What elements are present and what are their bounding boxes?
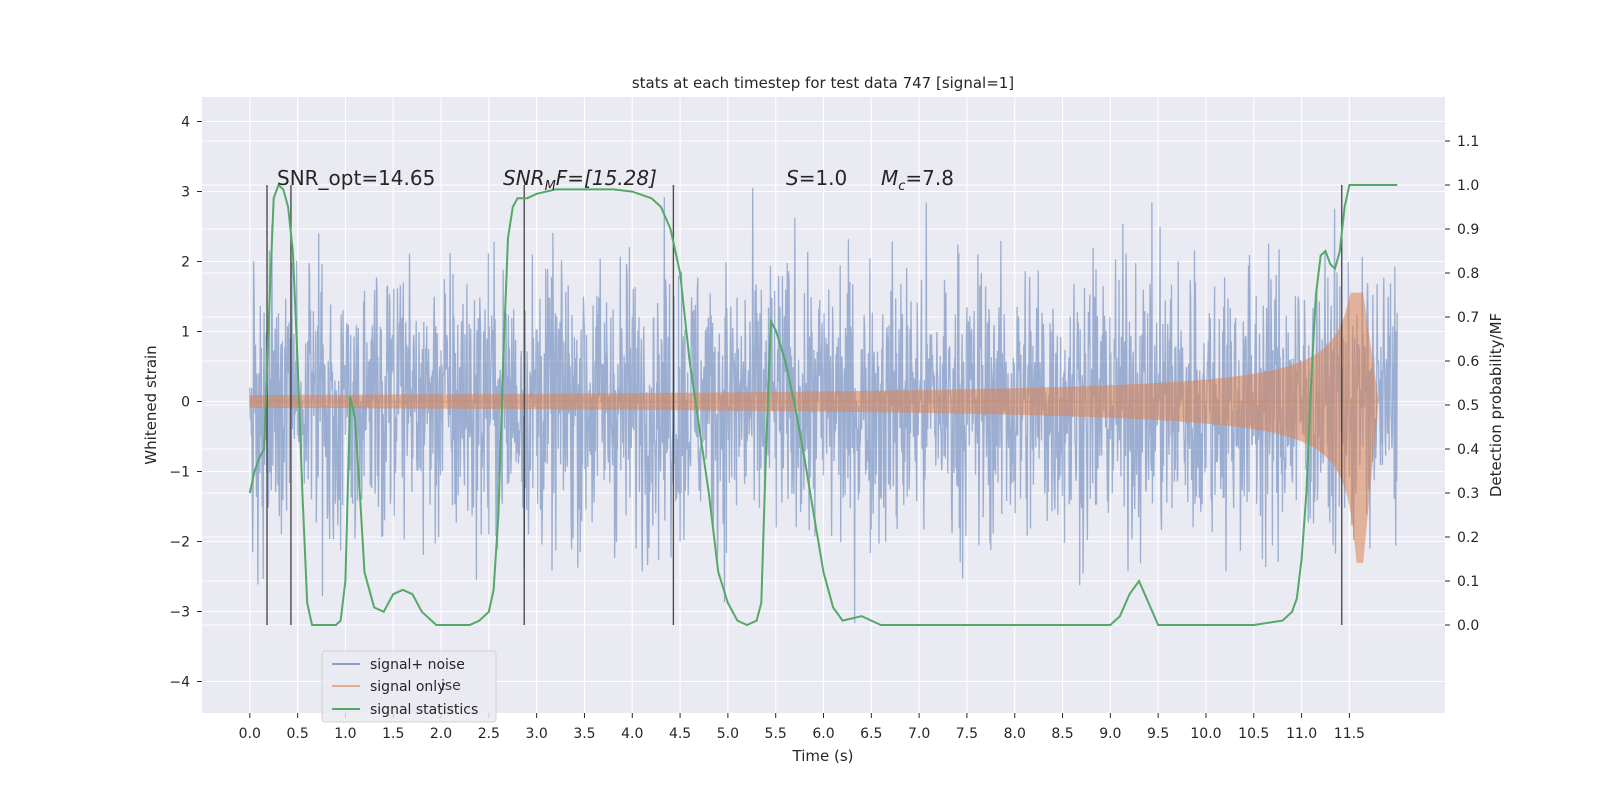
annotation-mc: Mc=7.8 bbox=[881, 166, 954, 194]
x-tick-label: 9.0 bbox=[1099, 726, 1121, 742]
legend-label-signal-only: signal only bbox=[370, 679, 445, 695]
x-tick-label: 10.0 bbox=[1190, 726, 1221, 742]
y2-tick-label: 0.0 bbox=[1457, 618, 1479, 634]
x-tick-label: 8.5 bbox=[1051, 726, 1073, 742]
legend-ghost-text: ise bbox=[441, 678, 461, 694]
annotation-mc-symbol: M bbox=[881, 166, 898, 190]
x-tick-label: 11.0 bbox=[1286, 726, 1317, 742]
y-tick-label: 1 bbox=[181, 325, 190, 341]
y2-tick-label: 1.0 bbox=[1457, 178, 1479, 194]
y2-tick-labels: 1.1 1.0 0.9 0.8 0.7 0.6 0.5 0.4 0.3 0.2 0.1 0.0 bbox=[1445, 134, 1479, 634]
y2-tick-label: 0.5 bbox=[1457, 398, 1479, 414]
x-tick-label: 4.5 bbox=[669, 726, 691, 742]
annotation-snr-mf-base: SNR bbox=[503, 166, 545, 190]
signal-noise-trace bbox=[249, 188, 1398, 624]
x-tick-label: 7.5 bbox=[956, 726, 978, 742]
signal-statistics-line bbox=[248, 183, 1398, 627]
signal-statistics-series bbox=[248, 183, 1398, 627]
signal-only-trace bbox=[249, 292, 1379, 563]
x-axis-label: Time (s) bbox=[792, 747, 854, 765]
x-tick-label: 1.0 bbox=[334, 726, 356, 742]
annotation-s-symbol: S bbox=[786, 166, 799, 190]
x-tick-labels: 0.0 0.5 1.0 1.5 2.0 2.5 3.0 3.5 4.0 4.5 5.0 5.5 6.0 6… bbox=[239, 713, 1365, 742]
x-tick-label: 6.5 bbox=[860, 726, 882, 742]
x-tick-label: 6.0 bbox=[812, 726, 834, 742]
y2-tick-label: 0.9 bbox=[1457, 222, 1479, 238]
y2-tick-label: 0.7 bbox=[1457, 310, 1479, 326]
x-tick-label: 7.0 bbox=[908, 726, 930, 742]
x-tick-label: 10.5 bbox=[1238, 726, 1269, 742]
x-tick-label: 0.5 bbox=[286, 726, 308, 742]
signal-noise-series bbox=[249, 188, 1398, 624]
chart-title: stats at each timestep for test data 747… bbox=[632, 74, 1014, 92]
signal-only-series bbox=[249, 292, 1379, 563]
x-tick-label: 9.5 bbox=[1147, 726, 1169, 742]
annotation-s: S=1.0 bbox=[786, 166, 847, 190]
y2-tick-label: 0.2 bbox=[1457, 530, 1479, 546]
x-tick-label: 8.0 bbox=[1004, 726, 1026, 742]
y2-tick-label: 1.1 bbox=[1457, 134, 1479, 150]
x-tick-label: 5.0 bbox=[717, 726, 739, 742]
y2-tick-label: 0.8 bbox=[1457, 266, 1479, 282]
y2-tick-label: 0.1 bbox=[1457, 574, 1479, 590]
y-tick-labels: 4 3 2 1 0 −1 −2 −3 −4 bbox=[169, 115, 202, 691]
x-tick-label: 1.5 bbox=[382, 726, 404, 742]
x-tick-label: 5.5 bbox=[765, 726, 787, 742]
y-tick-label: 2 bbox=[181, 255, 190, 271]
vertical-lines bbox=[266, 185, 1343, 625]
annotation-mc-value: =7.8 bbox=[905, 166, 954, 190]
y-tick-label: −1 bbox=[169, 465, 190, 481]
y2-tick-label: 0.6 bbox=[1457, 354, 1479, 370]
x-tick-label: 2.0 bbox=[430, 726, 452, 742]
annotation-snr-mf-sub: M bbox=[545, 179, 556, 194]
annotation-mc-sub: c bbox=[898, 179, 905, 194]
x-tick-label: 2.5 bbox=[478, 726, 500, 742]
y-tick-label: 4 bbox=[181, 115, 190, 131]
annotation-snr-mf-rest: F=[15.28] bbox=[556, 166, 657, 190]
x-tick-label: 0.0 bbox=[239, 726, 261, 742]
legend-box bbox=[321, 650, 497, 723]
annotation-snr-opt: SNR_opt=14.65 bbox=[277, 166, 435, 190]
y-tick-label: 3 bbox=[181, 185, 190, 201]
x-tick-label: 11.5 bbox=[1334, 726, 1365, 742]
y-tick-label: 0 bbox=[181, 395, 190, 411]
legend-label-signal-statistics: signal statistics bbox=[370, 702, 478, 718]
legend-label-signal-noise: signal+ noise bbox=[370, 657, 465, 673]
annotations: SNR_opt=14.65 SNRMF=[15.28] S=1.0 Mc=7.8 bbox=[277, 166, 954, 194]
y-tick-label: −4 bbox=[169, 675, 190, 691]
legend: ise signal+ noise signal only signal sta… bbox=[321, 650, 497, 723]
y-tick-label: −3 bbox=[169, 605, 190, 621]
y-tick-label: −2 bbox=[169, 535, 190, 551]
x-tick-label: 4.0 bbox=[621, 726, 643, 742]
x-tick-label: 3.0 bbox=[526, 726, 548, 742]
x-tick-label: 3.5 bbox=[573, 726, 595, 742]
annotation-s-value: =1.0 bbox=[799, 166, 848, 190]
y-axis-label: Whitened strain bbox=[142, 345, 160, 464]
annotation-snr-mf: SNRMF=[15.28] bbox=[503, 166, 657, 194]
y2-tick-label: 0.3 bbox=[1457, 486, 1479, 502]
y2-tick-label: 0.4 bbox=[1457, 442, 1479, 458]
y2-axis-label: Detection probability/MF bbox=[1487, 313, 1505, 497]
